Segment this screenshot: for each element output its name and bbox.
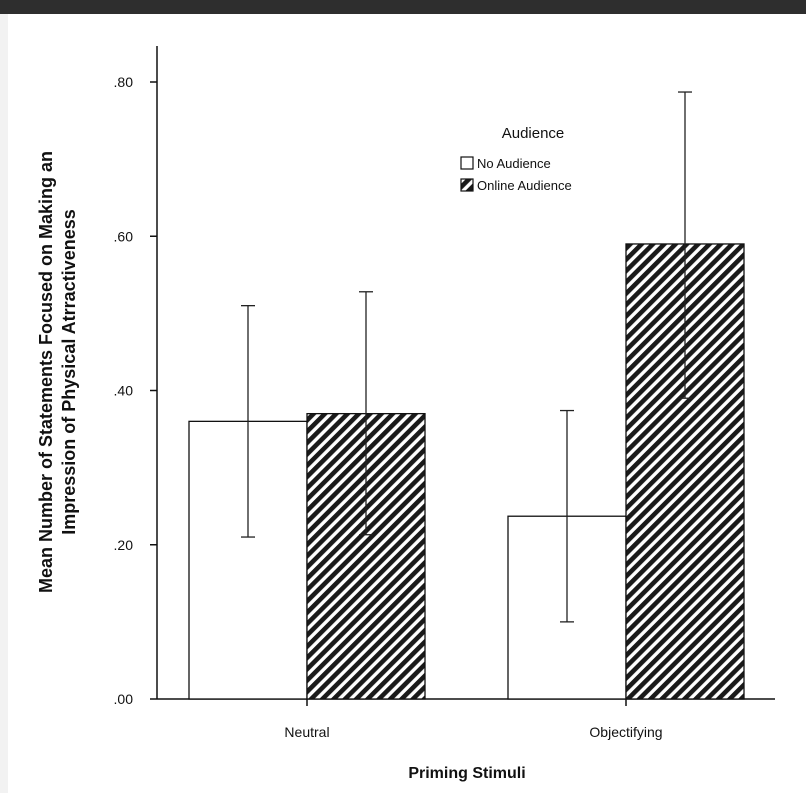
- x-category-label: Neutral: [284, 724, 329, 740]
- window-top-bar: [0, 0, 806, 14]
- legend-swatch-online-audience: [460, 178, 474, 192]
- y-axis-title-line1: Mean Number of Statements Focused on Mak…: [36, 151, 56, 593]
- error-bar-online-audience-neutral: [359, 291, 373, 536]
- window-left-edge: [0, 14, 8, 793]
- x-categories: Neutral Objectifying: [284, 699, 663, 740]
- y-tick-label: .00: [114, 691, 134, 707]
- y-tick-label: .20: [114, 537, 134, 553]
- error-bar-no-audience-neutral: [241, 305, 255, 538]
- y-ticks: .00 .20 .40 .60 .80: [114, 74, 157, 707]
- y-axis-title-line2: Impression of Physical Atrractiveness: [59, 209, 79, 534]
- legend-label-no-audience: No Audience: [477, 156, 551, 171]
- bars: [188, 243, 745, 700]
- legend-label-online-audience: Online Audience: [477, 178, 572, 193]
- x-category-label: Objectifying: [589, 724, 662, 740]
- legend: Audience No Audience Online Audience: [460, 125, 572, 193]
- y-tick-label: .40: [114, 383, 134, 399]
- legend-swatch-no-audience: [460, 156, 474, 170]
- error-bar-online-audience-objectifying: [678, 91, 692, 399]
- x-axis-title: Priming Stimuli: [408, 765, 525, 782]
- error-bar-no-audience-objectifying: [560, 409, 574, 623]
- error-bars: [241, 91, 692, 623]
- y-tick-label: .60: [114, 228, 134, 244]
- y-tick-label: .80: [114, 74, 134, 90]
- legend-title: Audience: [502, 125, 565, 142]
